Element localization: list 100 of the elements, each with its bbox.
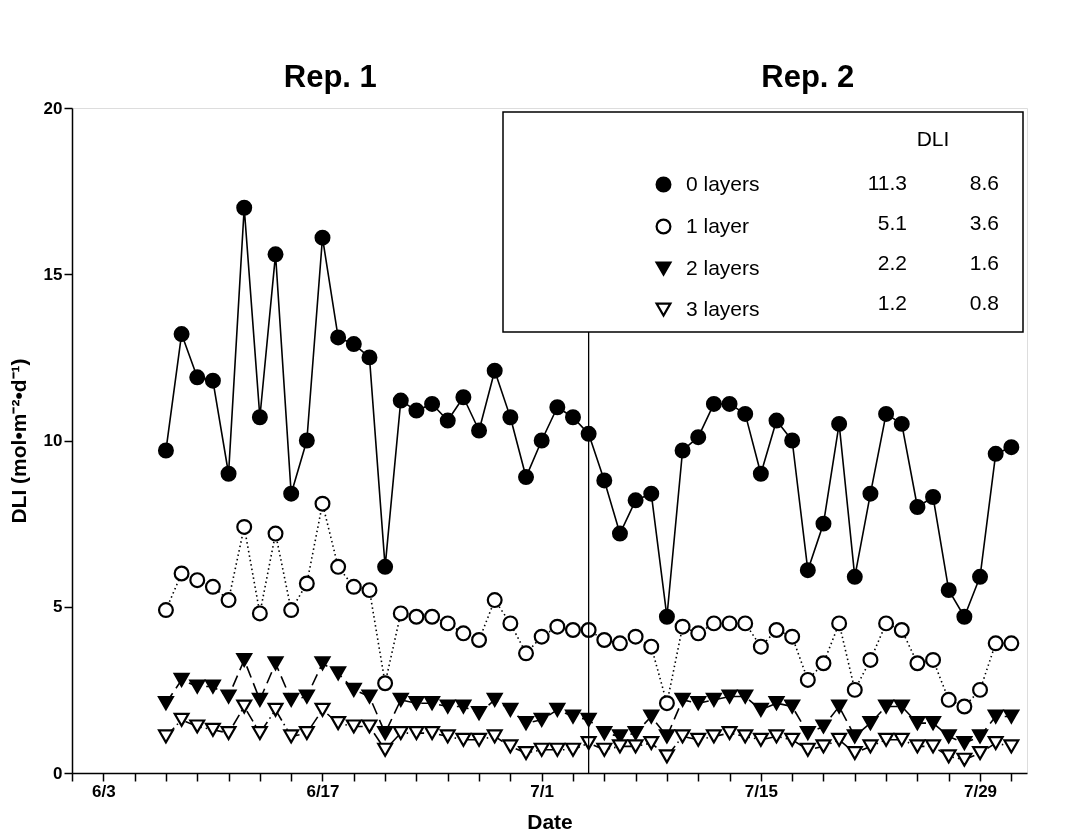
point bbox=[361, 582, 378, 599]
point bbox=[799, 671, 816, 688]
y-tick-label: 0 bbox=[53, 763, 63, 783]
y-axis-title: DLI (mol•m⁻²•d⁻¹) bbox=[6, 358, 30, 524]
x-tick-label: 7/29 bbox=[963, 781, 998, 801]
x-tick-label: 6/17 bbox=[306, 781, 340, 801]
point bbox=[549, 618, 566, 635]
point bbox=[518, 645, 535, 662]
point bbox=[361, 719, 378, 734]
point bbox=[674, 729, 691, 744]
point bbox=[737, 405, 754, 422]
point bbox=[596, 726, 613, 741]
point bbox=[533, 742, 550, 757]
point bbox=[486, 592, 503, 609]
point bbox=[455, 389, 472, 406]
point bbox=[204, 578, 221, 595]
point bbox=[878, 732, 895, 747]
annotation: 1.6 bbox=[969, 251, 999, 274]
point bbox=[956, 608, 973, 625]
point bbox=[862, 716, 879, 731]
point bbox=[643, 638, 660, 655]
point bbox=[220, 726, 237, 741]
point bbox=[799, 726, 816, 741]
point bbox=[987, 709, 1004, 724]
point bbox=[721, 689, 738, 704]
point bbox=[690, 696, 707, 711]
point bbox=[173, 565, 190, 582]
legend-label: 2 layers bbox=[686, 255, 760, 279]
point bbox=[878, 699, 895, 714]
point bbox=[737, 729, 754, 744]
x-tick-label: 6/3 bbox=[91, 781, 116, 801]
point bbox=[705, 729, 722, 744]
point bbox=[690, 625, 707, 642]
point bbox=[925, 489, 942, 505]
point bbox=[471, 732, 488, 747]
point bbox=[784, 628, 801, 645]
point bbox=[909, 499, 926, 515]
point bbox=[972, 729, 989, 744]
point bbox=[564, 622, 581, 638]
point bbox=[189, 572, 206, 589]
point bbox=[1003, 439, 1020, 456]
point bbox=[815, 655, 832, 672]
point bbox=[627, 628, 644, 645]
point bbox=[705, 692, 722, 707]
point bbox=[752, 702, 769, 717]
point bbox=[361, 689, 378, 704]
point bbox=[596, 472, 613, 489]
point bbox=[705, 395, 722, 412]
point bbox=[533, 628, 550, 645]
point bbox=[392, 692, 409, 707]
point bbox=[862, 651, 879, 668]
point bbox=[377, 675, 394, 692]
point bbox=[533, 432, 550, 449]
point bbox=[940, 749, 957, 764]
point bbox=[251, 726, 268, 741]
point bbox=[878, 615, 895, 632]
point bbox=[220, 465, 237, 482]
point bbox=[596, 742, 613, 757]
point bbox=[408, 726, 425, 741]
point bbox=[643, 485, 660, 502]
point bbox=[564, 742, 581, 757]
point bbox=[298, 689, 315, 704]
legend-label: 1 layer bbox=[686, 213, 750, 237]
annotation: 2.2 bbox=[877, 251, 907, 274]
point bbox=[674, 618, 691, 635]
point bbox=[439, 699, 456, 714]
point bbox=[674, 442, 691, 459]
point bbox=[345, 682, 362, 697]
point bbox=[862, 739, 879, 754]
point bbox=[878, 405, 895, 422]
point bbox=[236, 518, 253, 535]
annotation: 11.3 bbox=[867, 171, 907, 194]
point bbox=[799, 562, 816, 579]
point bbox=[893, 622, 910, 638]
point bbox=[815, 739, 832, 754]
legend-label: 3 layers bbox=[686, 296, 760, 320]
x-tick-label: 7/15 bbox=[744, 781, 778, 801]
point bbox=[564, 709, 581, 724]
point bbox=[549, 702, 566, 717]
point bbox=[752, 638, 769, 655]
legend-title: DLI bbox=[916, 127, 950, 150]
point bbox=[361, 349, 378, 366]
point bbox=[846, 568, 863, 585]
point bbox=[784, 432, 801, 449]
point bbox=[580, 712, 597, 727]
point bbox=[502, 739, 519, 754]
point bbox=[580, 425, 597, 442]
point bbox=[846, 729, 863, 744]
point bbox=[674, 692, 691, 707]
point bbox=[377, 726, 394, 741]
point bbox=[283, 485, 300, 502]
point bbox=[956, 736, 973, 751]
point bbox=[987, 445, 1004, 462]
point bbox=[925, 739, 942, 754]
point bbox=[314, 656, 331, 671]
point bbox=[768, 696, 785, 711]
point bbox=[831, 699, 848, 714]
point bbox=[658, 608, 675, 625]
point bbox=[314, 702, 331, 717]
point bbox=[815, 719, 832, 734]
